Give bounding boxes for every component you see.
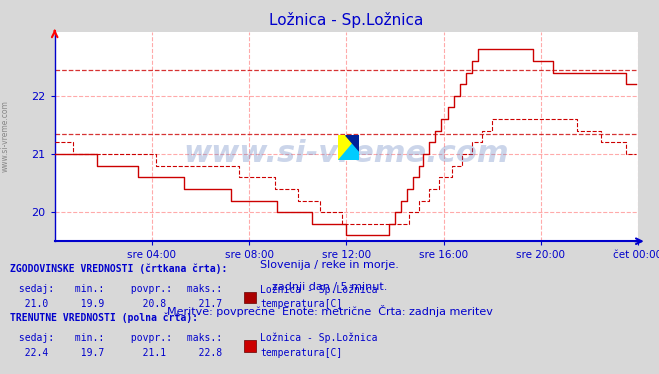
Text: temperatura[C]: temperatura[C]: [260, 299, 343, 309]
Polygon shape: [339, 135, 360, 160]
Text: maks.:: maks.:: [181, 284, 222, 294]
Polygon shape: [339, 135, 360, 160]
Text: 21.0: 21.0: [13, 299, 48, 309]
Text: www.si-vreme.com: www.si-vreme.com: [183, 139, 509, 168]
Text: Meritve: povprečne  Enote: metrične  Črta: zadnja meritev: Meritve: povprečne Enote: metrične Črta:…: [167, 305, 492, 317]
Text: temperatura[C]: temperatura[C]: [260, 348, 343, 358]
Text: 19.9: 19.9: [69, 299, 104, 309]
Text: 22.8: 22.8: [181, 348, 222, 358]
Text: Slovenija / reke in morje.: Slovenija / reke in morje.: [260, 260, 399, 270]
Text: min.:: min.:: [69, 333, 104, 343]
Text: 21.7: 21.7: [181, 299, 222, 309]
Text: zadnji dan / 5 minut.: zadnji dan / 5 minut.: [272, 282, 387, 292]
Text: TRENUTNE VREDNOSTI (polna črta):: TRENUTNE VREDNOSTI (polna črta):: [10, 312, 198, 323]
Text: 22.4: 22.4: [13, 348, 48, 358]
Title: Ložnica - Sp.Ložnica: Ložnica - Sp.Ložnica: [269, 12, 424, 28]
Text: maks.:: maks.:: [181, 333, 222, 343]
Polygon shape: [346, 135, 360, 151]
Text: sedaj:: sedaj:: [13, 284, 54, 294]
Text: www.si-vreme.com: www.si-vreme.com: [1, 101, 10, 172]
Text: povpr.:: povpr.:: [125, 333, 172, 343]
Text: min.:: min.:: [69, 284, 104, 294]
Text: sedaj:: sedaj:: [13, 333, 54, 343]
Text: ZGODOVINSKE VREDNOSTI (črtkana črta):: ZGODOVINSKE VREDNOSTI (črtkana črta):: [10, 264, 227, 274]
Text: Ložnica - Sp.Ložnica: Ložnica - Sp.Ložnica: [260, 333, 378, 343]
Text: 20.8: 20.8: [125, 299, 166, 309]
Text: 19.7: 19.7: [69, 348, 104, 358]
Text: Ložnica - Sp.Ložnica: Ložnica - Sp.Ložnica: [260, 284, 378, 295]
Text: 21.1: 21.1: [125, 348, 166, 358]
Text: povpr.:: povpr.:: [125, 284, 172, 294]
